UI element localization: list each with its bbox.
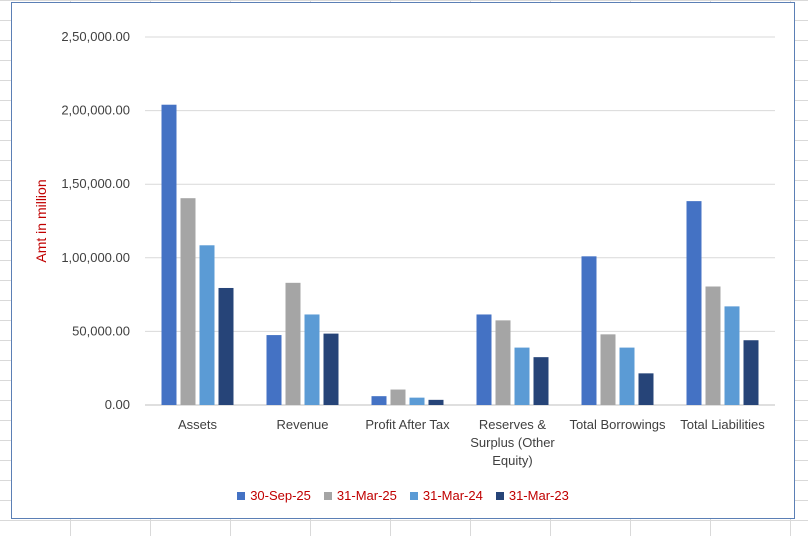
- bar-30-sep-25: [161, 104, 177, 405]
- bar-chart: 0.00 50,000.00 1,00,000.00 1,50,000.00 2,00,…: [33, 29, 775, 468]
- bar-31-mar-25: [600, 334, 616, 405]
- category-label: Revenue: [276, 417, 328, 432]
- chart-area[interactable]: 0.00 50,000.00 1,00,000.00 1,50,000.00 2,00,…: [11, 2, 795, 519]
- bar-31-mar-25: [180, 198, 196, 405]
- category-label: Profit After Tax: [365, 417, 450, 432]
- bar-31-mar-23: [218, 287, 234, 405]
- legend-label: 31-Mar-24: [422, 488, 483, 503]
- bar-30-sep-25: [476, 314, 492, 405]
- bar-30-sep-25: [371, 396, 387, 405]
- category-label: Reserves & Surplus (Other Equity): [470, 417, 555, 468]
- bar-31-mar-23: [323, 333, 339, 405]
- y-tick-label: 0.00: [105, 397, 130, 412]
- bar-31-mar-25: [495, 320, 511, 405]
- bar-30-sep-25: [266, 335, 282, 405]
- legend-label: 31-Mar-23: [508, 488, 569, 503]
- bar-31-mar-24: [724, 306, 740, 405]
- y-tick-label: 2,50,000.00: [61, 29, 130, 44]
- legend-swatch: [323, 491, 332, 500]
- bar-30-sep-25: [581, 256, 597, 405]
- bar-31-mar-24: [304, 314, 320, 405]
- bar-31-mar-25: [705, 286, 721, 405]
- bar-31-mar-24: [619, 347, 635, 405]
- bar-31-mar-23: [428, 399, 444, 405]
- legend-item: 31-Mar-23: [495, 488, 569, 503]
- category-label: Total Liabilities: [680, 417, 765, 432]
- legend-label: 30-Sep-25: [250, 488, 311, 503]
- legend-label: 31-Mar-25: [336, 488, 397, 503]
- y-tick-label: 1,50,000.00: [61, 176, 130, 191]
- bar-30-sep-25: [686, 201, 702, 405]
- bar-31-mar-24: [409, 397, 425, 405]
- bar-31-mar-23: [743, 340, 759, 405]
- legend-swatch: [409, 491, 418, 500]
- bar-31-mar-24: [514, 347, 530, 405]
- bar-31-mar-25: [285, 282, 301, 405]
- legend-item: 31-Mar-24: [409, 488, 483, 503]
- legend-swatch: [237, 491, 246, 500]
- y-axis-title: Amt in million: [33, 179, 49, 262]
- bar-31-mar-23: [638, 373, 654, 405]
- category-label: Assets: [178, 417, 218, 432]
- category-label: Total Borrowings: [569, 417, 666, 432]
- bar-31-mar-25: [390, 389, 406, 405]
- legend-item: 31-Mar-25: [323, 488, 397, 503]
- y-tick-label: 1,00,000.00: [61, 250, 130, 265]
- y-tick-label: 2,00,000.00: [61, 103, 130, 118]
- chart-legend: 30-Sep-25 31-Mar-25 31-Mar-24 31-Mar-23: [12, 488, 794, 503]
- bar-31-mar-24: [199, 245, 215, 405]
- legend-item: 30-Sep-25: [237, 488, 311, 503]
- legend-swatch: [495, 491, 504, 500]
- bar-31-mar-23: [533, 357, 549, 405]
- y-tick-label: 50,000.00: [72, 323, 130, 338]
